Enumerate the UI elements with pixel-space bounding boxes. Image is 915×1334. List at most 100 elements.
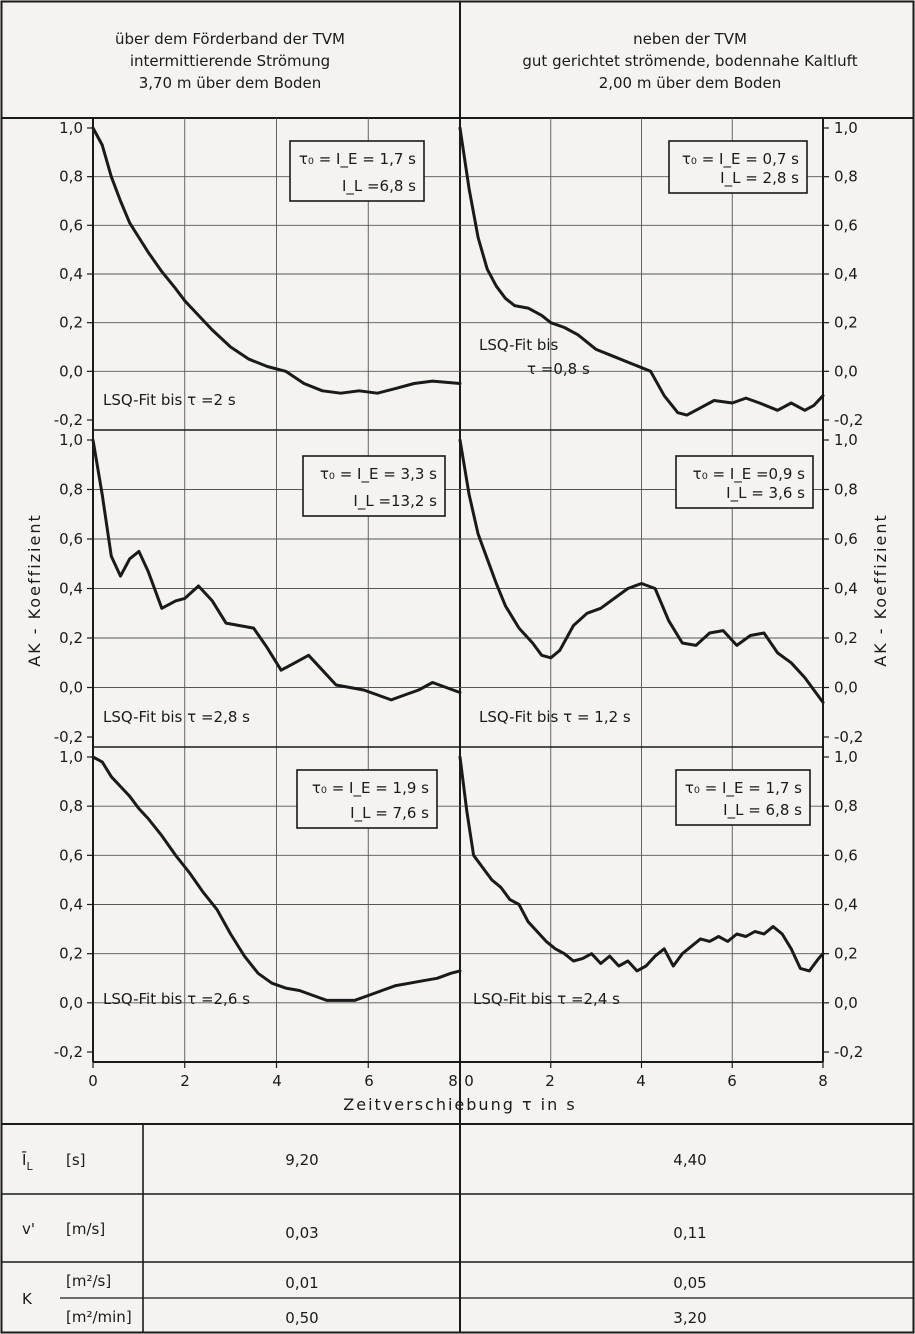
header-right-line-2: gut gerichtet strömende, bodennahe Kaltl… [522,52,857,70]
curve-top-left [91,126,462,395]
row-il-unit: [s] [66,1151,86,1169]
y-tick-label-right-r0-2: 0,6 [834,216,858,234]
y-tick-label-right-r2-4: 0,2 [834,945,858,963]
y-axis-label-right: AK - Koeffizient [871,513,890,667]
parameter-table: ĪL [s] 9,20 4,40 v' [m/s] 0,03 0,11 K [m… [1,1123,914,1333]
row-il-symbol-sub: L [26,1160,33,1173]
curve-middle-left [91,438,462,702]
y-tick-labels-left: 1,0 0,8 0,6 0,4 0,2 0,0 -0,2 1,0 0,8 0,6 0,4 0,2 0,0… [54,119,83,1061]
y-tick-label-left-r1-6: -0,2 [54,728,83,746]
curve-bottom-right [458,755,825,973]
y-tick-label-left-r0-2: 0,6 [59,216,83,234]
y-tick-label-left-r1-4: 0,2 [59,629,83,647]
y-tick-label-left-r1-5: 0,0 [59,679,83,697]
curve-bottom-left [91,755,462,1002]
y-tick-label-left-r2-0: 1,0 [59,748,83,766]
row-k-right-value-2: 3,20 [673,1309,706,1327]
row-il-symbol: ĪL [22,1151,33,1173]
header-left-line-3: 3,70 m über dem Boden [139,74,322,92]
y-tick-label-right-r1-5: 0,0 [834,679,858,697]
header-left-line-1: über dem Förderband der TVM [115,30,345,48]
y-tick-label-left-r1-1: 0,8 [59,481,83,499]
row-il-right-value: 4,40 [673,1151,706,1169]
y-tick-label-right-r2-1: 0,8 [834,797,858,815]
annotation-line1-middle-left: τ₀ = I_E = 3,3 s [320,465,437,484]
y-tick-label-right-r0-6: -0,2 [834,411,863,429]
x-tick-label-right-8: 8 [818,1072,828,1090]
row-il-left-value: 9,20 [285,1151,318,1169]
axis-ticks [87,127,829,1068]
fit-label-top-left: LSQ-Fit bis τ =2 s [103,391,236,409]
annotations: τ₀ = I_E = 1,7 s I_L =6,8 s LSQ-Fit bis τ … [103,140,814,1008]
y-axis-label-left: AK - Koeffizient [25,513,44,667]
x-tick-label-right-6: 6 [727,1072,737,1090]
y-tick-label-right-r0-1: 0,8 [834,168,858,186]
y-tick-label-right-r1-0: 1,0 [834,431,858,449]
annotation-box-middle-left [302,455,446,517]
annotation-line2-bottom-left: I_L = 7,6 s [350,804,429,823]
y-tick-label-right-r2-6: -0,2 [834,1043,863,1061]
y-tick-label-right-r2-5: 0,0 [834,994,858,1012]
row-k-left-value-2: 0,50 [285,1309,318,1327]
row-k-right-value-1: 0,05 [673,1274,706,1292]
fit-label-middle-left: LSQ-Fit bis τ =2,8 s [103,708,250,726]
row-il-symbol-main: Ī [22,1151,27,1169]
x-tick-labels: 0 2 4 6 8 0 2 4 6 8 [88,1072,828,1090]
annotation-box-middle-right [675,455,814,509]
y-tick-label-left-r2-5: 0,0 [59,994,83,1012]
y-tick-label-right-r2-2: 0,6 [834,846,858,864]
curve-middle-right [458,438,825,704]
y-tick-label-right-r2-3: 0,4 [834,896,858,914]
grid-lines [93,118,823,1062]
fit-label-bottom-right: LSQ-Fit bis τ =2,4 s [473,990,620,1008]
row-k-symbol: K [22,1290,33,1308]
y-tick-labels-right: 1,0 0,8 0,6 0,4 0,2 0,0 -0,2 1,0 0,8 0,6 0,4 0,2 0,0… [834,119,863,1061]
curves [91,126,825,1002]
row-v-symbol: v' [22,1220,35,1238]
y-tick-label-left-r0-1: 0,8 [59,168,83,186]
y-tick-label-left-r2-3: 0,4 [59,896,83,914]
y-tick-label-left-r1-3: 0,4 [59,580,83,598]
y-tick-label-left-r0-6: -0,2 [54,411,83,429]
row-v-left-value: 0,03 [285,1224,318,1242]
y-tick-label-right-r1-2: 0,6 [834,530,858,548]
y-tick-label-left-r2-6: -0,2 [54,1043,83,1061]
x-tick-label-left-2: 2 [180,1072,190,1090]
annotation-line2-middle-left: I_L =13,2 s [353,492,437,511]
annotation-box-bottom-left [296,769,438,829]
row-v-right-value: 0,11 [673,1224,706,1242]
y-tick-label-left-r2-2: 0,6 [59,846,83,864]
annotation-line1-bottom-left: τ₀ = I_E = 1,9 s [312,779,429,798]
x-tick-label-left-4: 4 [272,1072,282,1090]
header-right-line-3: 2,00 m über dem Boden [599,74,782,92]
y-tick-label-right-r1-1: 0,8 [834,481,858,499]
y-tick-label-left-r1-2: 0,6 [59,530,83,548]
fit-label-top-right-part2: τ =0,8 s [527,360,590,378]
annotation-line1-top-right: τ₀ = I_E = 0,7 s [682,150,799,169]
header-right-line-1: neben der TVM [633,30,747,48]
y-tick-label-right-r0-3: 0,4 [834,265,858,283]
y-tick-label-left-r2-4: 0,2 [59,945,83,963]
curve-top-right [458,126,825,417]
x-tick-label-left-8: 8 [448,1072,458,1090]
annotation-line1-middle-right: τ₀ = I_E =0,9 s [693,465,806,484]
y-tick-label-right-r0-4: 0,2 [834,314,858,332]
annotation-box-bottom-right [675,769,811,826]
y-tick-label-left-r0-4: 0,2 [59,314,83,332]
annotation-line1-bottom-right: τ₀ = I_E = 1,7 s [685,779,802,798]
annotation-line2-top-right: I_L = 2,8 s [720,169,799,188]
row-k-unit-2: [m²/min] [66,1308,132,1326]
annotation-line1-top-left: τ₀ = I_E = 1,7 s [299,150,416,169]
fit-label-bottom-left: LSQ-Fit bis τ =2,6 s [103,990,250,1008]
y-tick-label-right-r1-6: -0,2 [834,728,863,746]
annotation-box-top-right [668,140,808,194]
row-v-unit: [m/s] [66,1220,105,1238]
x-tick-label-right-4: 4 [636,1072,646,1090]
row-k-unit-1: [m²/s] [66,1272,111,1290]
x-tick-label-left-0: 0 [88,1072,98,1090]
x-tick-label-right-2: 2 [545,1072,555,1090]
y-tick-label-right-r1-3: 0,4 [834,580,858,598]
